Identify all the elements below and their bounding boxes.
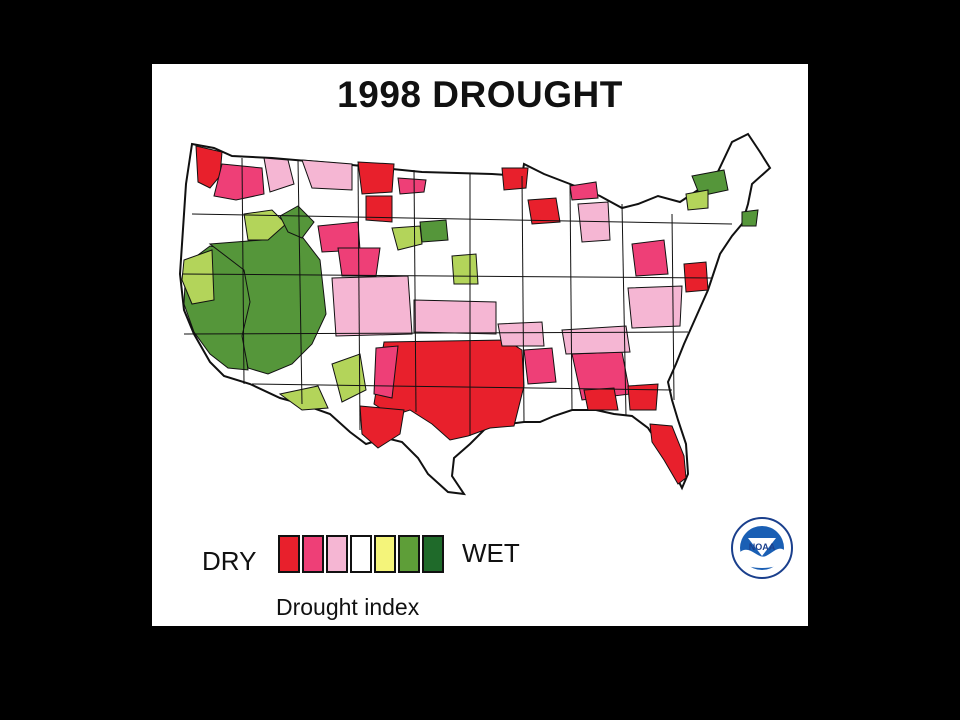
- legend-swatch-4: [350, 535, 372, 573]
- region-mi-severe-dry: [569, 181, 599, 201]
- region-id-moderate-dry: [263, 157, 295, 193]
- map-title: 1998 DROUGHT: [337, 74, 623, 115]
- region-oh-severe-dry: [631, 239, 669, 277]
- legend-swatch-6: [398, 535, 420, 573]
- slide: 1998 DROUGHT: [152, 64, 808, 626]
- region-mn-extreme-dry: [501, 167, 529, 191]
- region-az-moderate-wet: [278, 385, 329, 411]
- region-la-severe-dry: [523, 347, 557, 385]
- region-ny-moderate-wet: [685, 189, 709, 211]
- region-co-moderate-dry: [331, 275, 413, 337]
- region-id-very-wet: [279, 205, 315, 239]
- legend-swatch-3: [326, 535, 348, 573]
- region-nm-moderate-wet: [331, 353, 367, 403]
- region-wy-extreme-dry: [365, 195, 393, 223]
- region-wi-extreme-dry: [527, 197, 561, 225]
- region-or-moderate-wet: [243, 209, 287, 241]
- region-ny-very-wet: [691, 169, 729, 197]
- region-sc-extreme-dry: [627, 383, 659, 411]
- legend-swatch-2: [302, 535, 324, 573]
- legend-dry-label: DRY: [202, 546, 257, 576]
- region-mi-moderate-dry: [577, 201, 611, 243]
- region-ma-very-wet: [741, 209, 759, 227]
- legend-swatches: [278, 535, 446, 573]
- region-wa-extreme-dry: [195, 145, 223, 189]
- legend-swatch-7: [422, 535, 444, 573]
- noaa-logo-text: NOAA: [749, 542, 776, 552]
- region-tx-west-extreme-dry: [359, 405, 405, 449]
- region-tx-severe-dry: [373, 345, 399, 399]
- region-mt-extreme-dry: [357, 161, 395, 195]
- division-borders: [181, 157, 733, 436]
- legend-swatch-5: [374, 535, 396, 573]
- region-tn-moderate-dry: [561, 325, 631, 355]
- legend-swatch-1: [278, 535, 300, 573]
- region-ms-moderate-dry: [497, 321, 545, 347]
- region-mt-moderate-dry: [301, 159, 353, 191]
- region-pa-extreme-dry: [683, 261, 709, 293]
- us-drought-map: [178, 132, 772, 496]
- region-ks-moderate-dry: [413, 299, 497, 335]
- region-va-moderate-dry: [627, 285, 683, 329]
- region-ne-moderate-wet: [451, 253, 479, 285]
- noaa-logo-icon: NOAA: [731, 517, 793, 579]
- legend-wet-label: WET: [462, 538, 520, 568]
- region-al-extreme-dry: [583, 387, 619, 411]
- region-sd-very-wet: [419, 219, 449, 243]
- legend-caption: Drought index: [276, 594, 420, 620]
- region-fl-extreme-dry: [649, 423, 687, 485]
- region-mt-severe-dry: [397, 177, 427, 195]
- region-ca-moderate-wet: [181, 249, 215, 305]
- region-wa-severe-dry: [213, 163, 265, 201]
